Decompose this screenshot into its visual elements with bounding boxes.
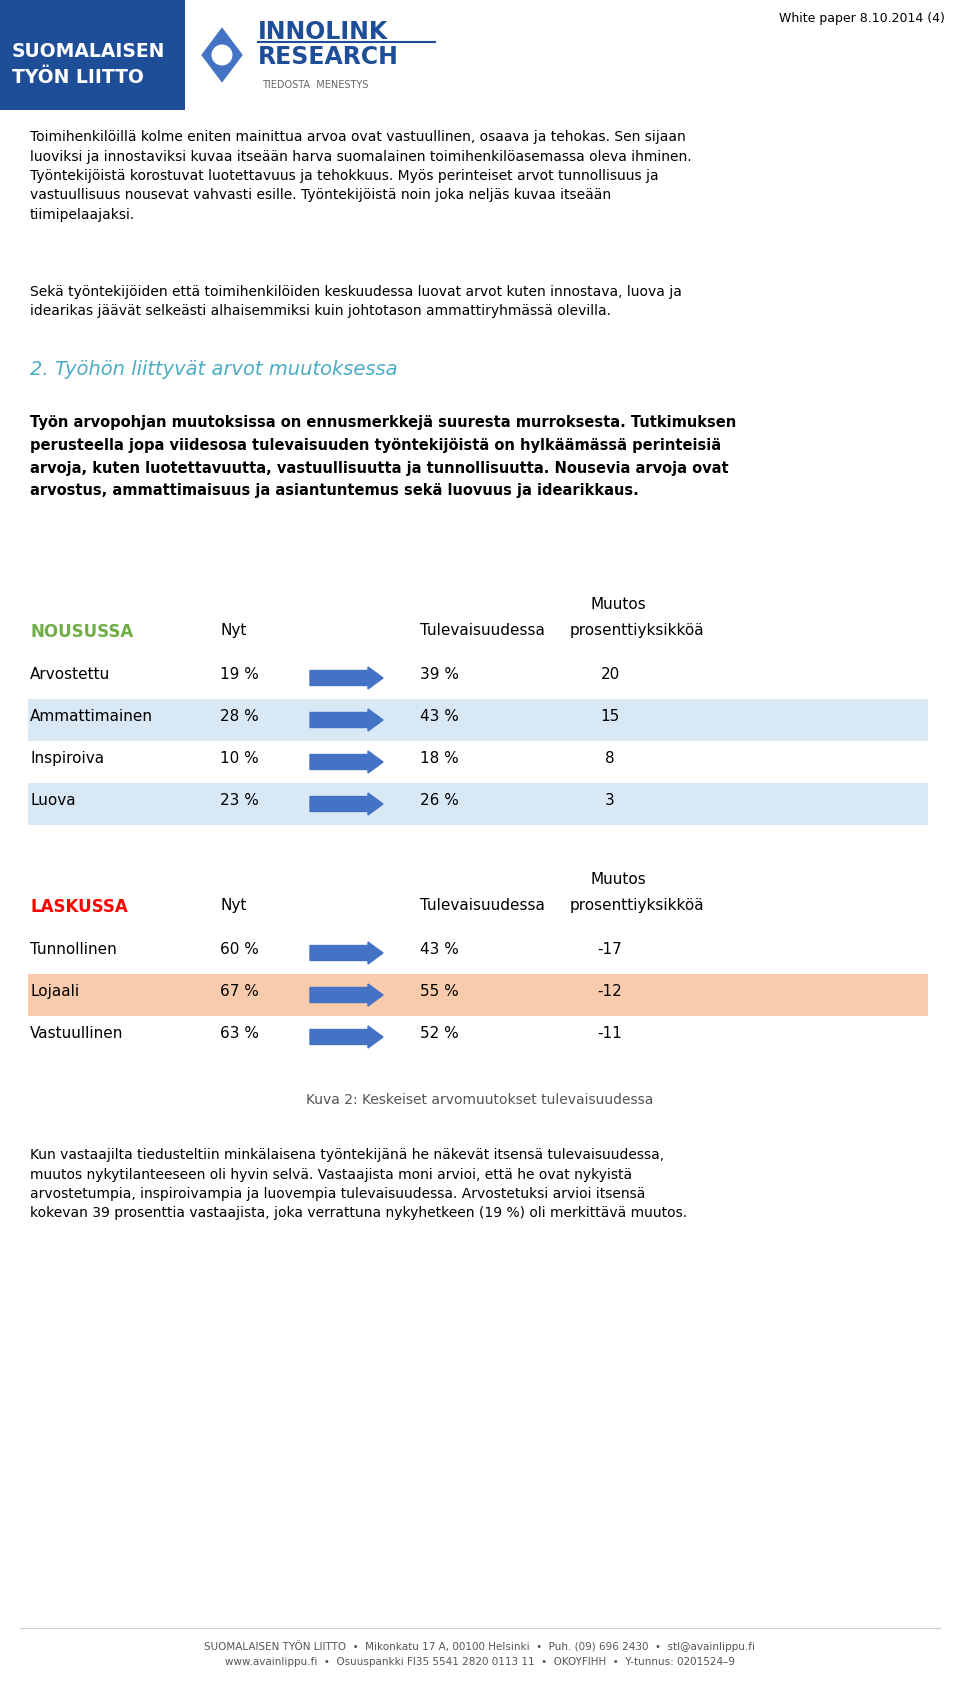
Text: Luova: Luova bbox=[30, 792, 76, 808]
Text: Muutos: Muutos bbox=[590, 598, 646, 611]
Text: INNOLINK: INNOLINK bbox=[258, 20, 388, 44]
Text: Lojaali: Lojaali bbox=[30, 984, 79, 999]
FancyArrow shape bbox=[310, 667, 383, 689]
FancyArrow shape bbox=[310, 709, 383, 731]
Text: prosenttiyksikköä: prosenttiyksikköä bbox=[570, 623, 705, 638]
Text: 63 %: 63 % bbox=[220, 1026, 259, 1041]
Text: 55 %: 55 % bbox=[420, 984, 459, 999]
Text: 39 %: 39 % bbox=[420, 667, 459, 682]
Text: 43 %: 43 % bbox=[420, 709, 459, 725]
Text: Tunnollinen: Tunnollinen bbox=[30, 941, 117, 957]
Text: Vastuullinen: Vastuullinen bbox=[30, 1026, 124, 1041]
Text: Nyt: Nyt bbox=[220, 623, 247, 638]
Text: Inspiroiva: Inspiroiva bbox=[30, 752, 104, 765]
Text: Arvostettu: Arvostettu bbox=[30, 667, 110, 682]
FancyBboxPatch shape bbox=[28, 973, 928, 1016]
Text: Tulevaisuudessa: Tulevaisuudessa bbox=[420, 897, 545, 913]
Text: Tulevaisuudessa: Tulevaisuudessa bbox=[420, 623, 545, 638]
Text: Kuva 2: Keskeiset arvomuutokset tulevaisuudessa: Kuva 2: Keskeiset arvomuutokset tulevais… bbox=[306, 1094, 654, 1107]
Text: 43 %: 43 % bbox=[420, 941, 459, 957]
Text: 28 %: 28 % bbox=[220, 709, 259, 725]
Text: NOUSUSSA: NOUSUSSA bbox=[30, 623, 133, 642]
Text: 18 %: 18 % bbox=[420, 752, 459, 765]
FancyArrow shape bbox=[310, 1026, 383, 1048]
Text: 23 %: 23 % bbox=[220, 792, 259, 808]
Text: Työn arvopohjan muutoksissa on ennusmerkkejä suuresta murroksesta. Tutkimuksen
p: Työn arvopohjan muutoksissa on ennusmerk… bbox=[30, 415, 736, 498]
Text: 15: 15 bbox=[600, 709, 619, 725]
FancyArrow shape bbox=[310, 984, 383, 1006]
Polygon shape bbox=[200, 25, 245, 85]
Text: 20: 20 bbox=[600, 667, 619, 682]
Text: 67 %: 67 % bbox=[220, 984, 259, 999]
Text: Toimihenkilöillä kolme eniten mainittua arvoa ovat vastuullinen, osaava ja tehok: Toimihenkilöillä kolme eniten mainittua … bbox=[30, 130, 691, 222]
Text: -12: -12 bbox=[598, 984, 622, 999]
Text: 19 %: 19 % bbox=[220, 667, 259, 682]
Text: Muutos: Muutos bbox=[590, 872, 646, 887]
Text: TYÖN LIITTO: TYÖN LIITTO bbox=[12, 68, 144, 86]
Text: 52 %: 52 % bbox=[420, 1026, 459, 1041]
FancyBboxPatch shape bbox=[0, 0, 185, 110]
FancyArrow shape bbox=[310, 752, 383, 774]
Text: 10 %: 10 % bbox=[220, 752, 259, 765]
Text: 2. Työhön liittyvät arvot muutoksessa: 2. Työhön liittyvät arvot muutoksessa bbox=[30, 361, 397, 379]
FancyBboxPatch shape bbox=[28, 782, 928, 824]
Text: Kun vastaajilta tiedusteltiin minkälaisena työntekijänä he näkevät itsensä tulev: Kun vastaajilta tiedusteltiin minkälaise… bbox=[30, 1148, 687, 1221]
Text: 26 %: 26 % bbox=[420, 792, 459, 808]
Text: LASKUSSA: LASKUSSA bbox=[30, 897, 128, 916]
Text: 60 %: 60 % bbox=[220, 941, 259, 957]
FancyArrow shape bbox=[310, 941, 383, 963]
Text: 3: 3 bbox=[605, 792, 614, 808]
Text: Nyt: Nyt bbox=[220, 897, 247, 913]
Text: White paper 8.10.2014 (4): White paper 8.10.2014 (4) bbox=[780, 12, 945, 25]
Text: Ammattimainen: Ammattimainen bbox=[30, 709, 153, 725]
FancyArrow shape bbox=[310, 792, 383, 814]
Text: -11: -11 bbox=[598, 1026, 622, 1041]
Circle shape bbox=[211, 44, 232, 66]
Text: TIEDOSTA  MENESTYS: TIEDOSTA MENESTYS bbox=[262, 80, 369, 90]
FancyBboxPatch shape bbox=[28, 699, 928, 742]
Text: RESEARCH: RESEARCH bbox=[258, 46, 398, 69]
Text: 8: 8 bbox=[605, 752, 614, 765]
Text: SUOMALAISEN: SUOMALAISEN bbox=[12, 42, 165, 61]
Text: prosenttiyksikköä: prosenttiyksikköä bbox=[570, 897, 705, 913]
Text: -17: -17 bbox=[598, 941, 622, 957]
Text: Sekä työntekijöiden että toimihenkilöiden keskuudessa luovat arvot kuten innosta: Sekä työntekijöiden että toimihenkilöide… bbox=[30, 284, 682, 318]
Text: SUOMALAISEN TYÖN LIITTO  •  Mikonkatu 17 A, 00100 Helsinki  •  Puh. (09) 696 243: SUOMALAISEN TYÖN LIITTO • Mikonkatu 17 A… bbox=[204, 1641, 756, 1666]
